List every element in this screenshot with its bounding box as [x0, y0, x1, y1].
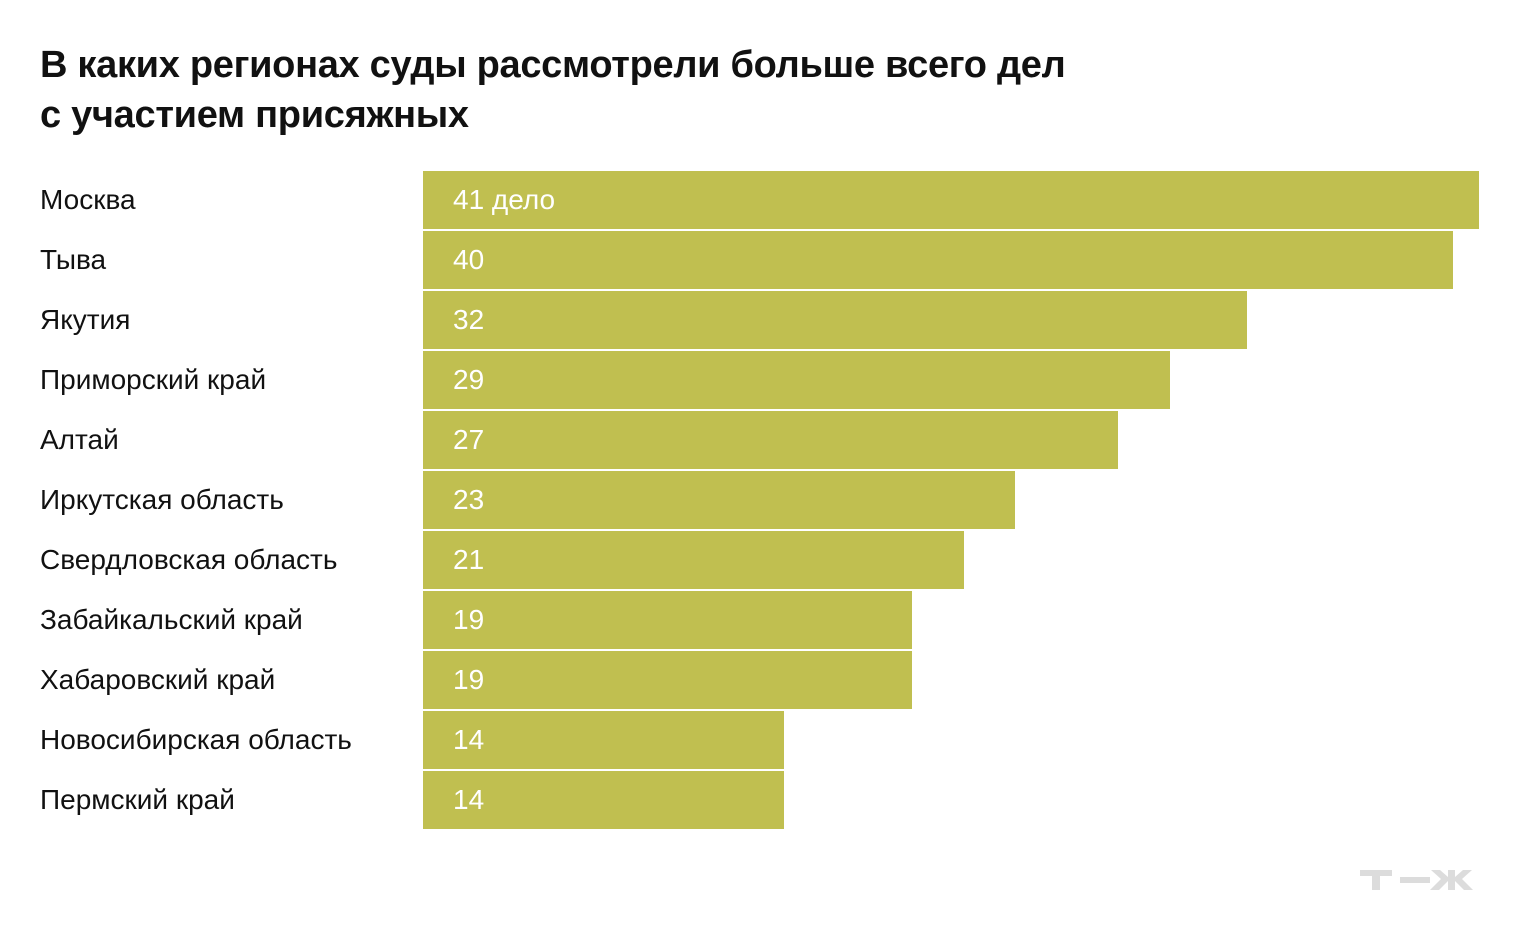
- chart-title: В каких регионах суды рассмотрели больше…: [40, 40, 1066, 140]
- data-label: 19: [453, 664, 485, 695]
- bar: [423, 531, 964, 589]
- data-label: 21: [453, 544, 485, 575]
- category-label: Хабаровский край: [40, 664, 276, 695]
- logo: [1360, 870, 1473, 890]
- data-label: 14: [453, 784, 485, 815]
- data-label: 41 дело: [453, 184, 556, 215]
- bar: [423, 591, 913, 649]
- data-label: 19: [453, 604, 485, 635]
- data-label: 29: [453, 364, 485, 395]
- bar: [423, 471, 1016, 529]
- bar: [423, 771, 784, 829]
- bar: [423, 351, 1170, 409]
- category-label: Новосибирская область: [40, 724, 352, 755]
- bar: [423, 411, 1119, 469]
- bar: [423, 171, 1479, 229]
- bar: [423, 291, 1248, 349]
- category-label: Алтай: [40, 424, 119, 455]
- bar: [423, 711, 784, 769]
- category-label: Приморский край: [40, 364, 267, 395]
- category-label: Москва: [40, 184, 136, 215]
- category-label: Иркутская область: [40, 484, 284, 515]
- data-label: 40: [453, 244, 485, 275]
- data-label: 14: [453, 724, 485, 755]
- category-label: Пермский край: [40, 784, 235, 815]
- bar: [423, 231, 1454, 289]
- data-label: 32: [453, 304, 485, 335]
- bar: [423, 651, 913, 709]
- category-label: Тыва: [40, 244, 107, 275]
- category-label: Якутия: [40, 304, 131, 335]
- chart-title-line-1: В каких регионах суды рассмотрели больше…: [40, 44, 1066, 86]
- category-label: Забайкальский край: [40, 604, 303, 635]
- chart-title-line-2: с участием присяжных: [40, 94, 469, 136]
- data-label: 27: [453, 424, 485, 455]
- data-label: 23: [453, 484, 485, 515]
- category-label: Свердловская область: [40, 544, 338, 575]
